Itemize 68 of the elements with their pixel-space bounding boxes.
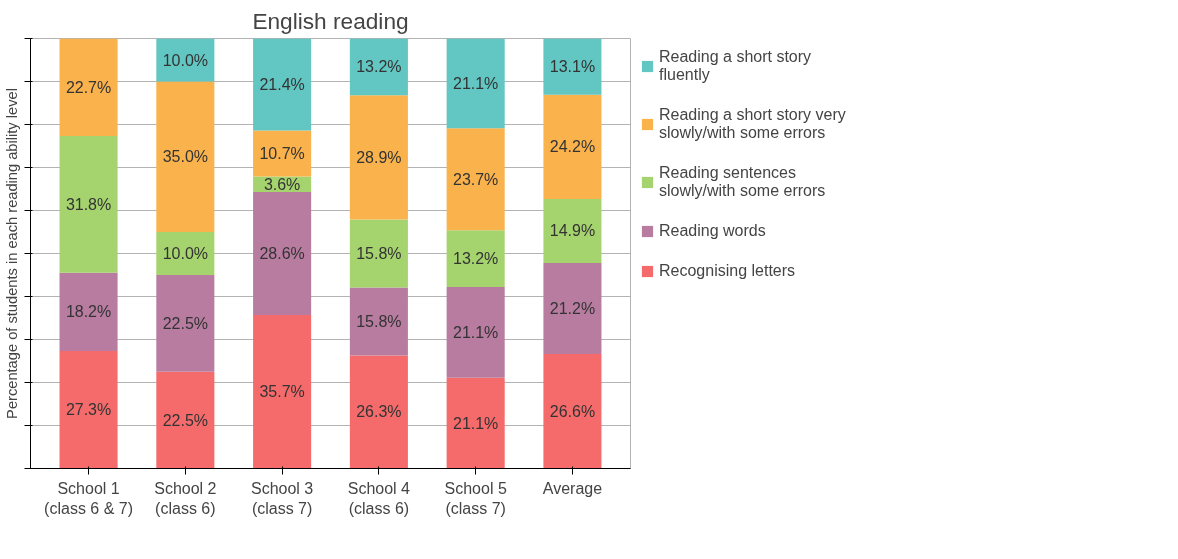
data-label: 10.0% (162, 245, 209, 262)
bar (349, 38, 408, 96)
x-tick-label: Average (542, 479, 603, 497)
data-label: 21.1% (452, 323, 499, 341)
bar (543, 262, 602, 355)
data-label: 10.7% (259, 145, 305, 163)
data-label: 22.5% (162, 314, 209, 332)
x-tick-label: School 4 (class 6) (347, 479, 411, 517)
bar (156, 275, 215, 372)
y-axis-title: Percentage of students in each reading ability level (3, 88, 20, 419)
data-label: 21.4% (259, 76, 305, 94)
bar (253, 314, 312, 469)
data-label: 13.1% (549, 58, 596, 76)
legend-label: Reading words (659, 222, 767, 240)
bar (543, 198, 602, 263)
data-label: 14.9% (549, 222, 596, 240)
bar (543, 94, 602, 199)
bar (59, 351, 118, 469)
chart-title: English reading (252, 7, 409, 34)
data-label: 22.7% (65, 78, 112, 96)
data-label: 35.0% (162, 148, 209, 166)
bar (543, 354, 602, 469)
data-label: 24.2% (549, 138, 596, 156)
bar (446, 287, 505, 378)
x-tick-label: School 1 (class 6 & 7) (44, 479, 134, 517)
bar (446, 38, 505, 129)
legend-label: Reading a short story fluently (659, 48, 813, 84)
data-label: 35.7% (259, 383, 305, 401)
x-tick-label: School 3 (class 7) (250, 479, 314, 517)
data-label: 15.8% (356, 312, 402, 330)
bar (446, 230, 505, 288)
bar (349, 219, 408, 288)
data-label: 26.6% (549, 402, 596, 420)
bar (349, 287, 408, 356)
data-label: 13.2% (452, 250, 499, 268)
data-label: 22.5% (162, 411, 209, 429)
data-label: 27.3% (65, 401, 112, 419)
data-label: 10.0% (162, 51, 209, 69)
bar (349, 355, 408, 469)
bar (253, 192, 312, 315)
bar (253, 38, 312, 131)
data-label: 23.7% (452, 170, 499, 188)
legend-label: Reading sentences slowly/with some errors (659, 164, 827, 200)
bar (59, 38, 118, 137)
bar (156, 371, 215, 469)
bar (349, 95, 408, 220)
data-label: 28.9% (356, 148, 402, 166)
x-tick-label: School 2 (class 6) (154, 479, 217, 517)
data-label: 3.6% (263, 175, 301, 193)
data-label: 28.6% (259, 245, 305, 262)
bar (156, 81, 215, 232)
legend-label: Reading a short story very slowly/with some errors (659, 106, 847, 142)
data-label: 31.8% (65, 195, 112, 213)
data-label: 21.1% (452, 74, 499, 92)
data-label: 26.3% (356, 403, 402, 421)
legend-label: Recognising letters (659, 262, 797, 280)
x-tick-label: School 5 (class 7) (444, 479, 507, 517)
bar (446, 377, 505, 469)
data-label: 13.2% (356, 58, 402, 76)
data-label: 18.2% (65, 303, 112, 321)
data-label: 15.8% (356, 245, 402, 262)
bar (446, 128, 505, 231)
data-label: 21.1% (452, 414, 499, 432)
bar (253, 130, 312, 177)
bar (59, 136, 118, 273)
bar (543, 38, 602, 95)
bar (59, 272, 118, 352)
data-label: 21.2% (549, 300, 596, 318)
